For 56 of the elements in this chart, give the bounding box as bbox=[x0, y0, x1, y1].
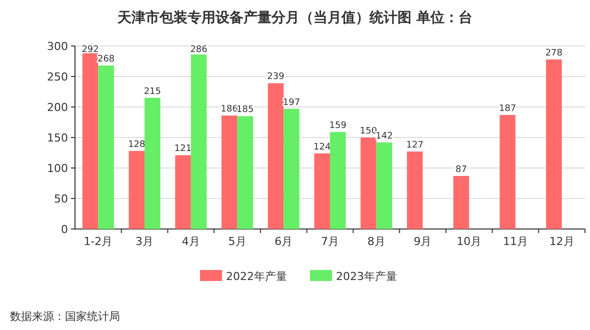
bar bbox=[190, 54, 207, 229]
x-tick-label: 7月 bbox=[321, 235, 339, 248]
x-tick-label: 5月 bbox=[228, 235, 246, 248]
x-tick-label: 1-2月 bbox=[84, 235, 113, 248]
data-label: 197 bbox=[282, 98, 300, 108]
source-note: 数据来源：国家统计局 bbox=[10, 310, 120, 323]
x-tick-label: 6月 bbox=[274, 235, 293, 248]
data-label: 215 bbox=[144, 86, 162, 97]
x-tick-label: 3月 bbox=[136, 235, 154, 248]
bar bbox=[284, 108, 300, 229]
data-label: 159 bbox=[329, 121, 347, 132]
data-label: 121 bbox=[174, 144, 192, 154]
y-tick-label: 100 bbox=[47, 162, 68, 175]
y-tick-label: 0 bbox=[61, 223, 68, 236]
data-label: 87 bbox=[455, 164, 467, 175]
data-label: 239 bbox=[267, 72, 285, 82]
legend-label: 2023年产量 bbox=[336, 270, 397, 283]
data-label: 142 bbox=[376, 131, 393, 142]
bar bbox=[128, 150, 145, 229]
y-tick-label: 250 bbox=[47, 70, 68, 84]
bar bbox=[314, 153, 330, 229]
y-tick-label: 50 bbox=[54, 192, 68, 206]
data-label: 186 bbox=[220, 104, 238, 115]
data-label: 150 bbox=[360, 126, 378, 136]
bar bbox=[330, 132, 346, 229]
bar bbox=[546, 59, 562, 229]
x-tick-label: 4月 bbox=[182, 235, 200, 248]
bar bbox=[82, 50, 98, 229]
y-tick-label: 150 bbox=[47, 132, 68, 144]
bar bbox=[237, 116, 254, 229]
x-tick-label: 9月 bbox=[414, 235, 432, 248]
bar bbox=[453, 176, 470, 229]
bar bbox=[98, 66, 114, 229]
x-tick-label: 11月 bbox=[502, 235, 528, 248]
bar bbox=[268, 83, 284, 229]
bar bbox=[406, 152, 423, 229]
x-tick-label: 8月 bbox=[367, 235, 386, 248]
chart-title: 天津市包装专用设备产量分月（当月值）统计图 单位：台 bbox=[116, 9, 472, 26]
data-label: 185 bbox=[236, 105, 254, 116]
data-label: 127 bbox=[406, 140, 424, 151]
x-tick-label: 12月 bbox=[549, 235, 574, 248]
x-tick-label: 10月 bbox=[456, 235, 482, 248]
data-label: 124 bbox=[314, 142, 331, 152]
bar bbox=[360, 138, 376, 229]
y-tick-label: 200 bbox=[47, 101, 68, 114]
legend-label: 2022年产量 bbox=[226, 270, 287, 283]
bar bbox=[222, 116, 238, 229]
data-label: 286 bbox=[190, 45, 208, 55]
data-label: 268 bbox=[97, 54, 115, 65]
y-tick-label: 300 bbox=[47, 40, 68, 53]
bar bbox=[175, 155, 191, 229]
data-label: 278 bbox=[545, 48, 563, 58]
data-label: 187 bbox=[498, 104, 516, 114]
bar bbox=[500, 114, 516, 229]
bar bbox=[144, 98, 160, 229]
bar bbox=[376, 142, 392, 229]
